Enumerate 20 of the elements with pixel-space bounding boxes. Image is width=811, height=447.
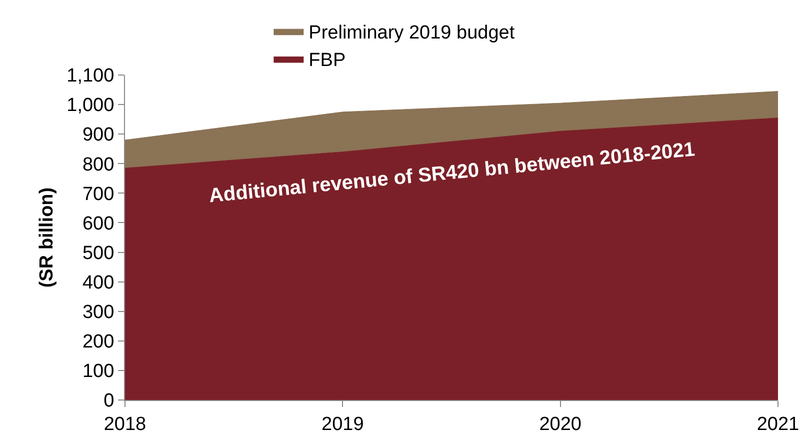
y-tick-label: 800 [82,154,114,176]
x-tick-label: 2020 [539,414,582,435]
legend-label: Preliminary 2019 budget [308,22,516,44]
y-tick-label: 500 [82,242,114,264]
y-tick-label: 0 [104,390,114,412]
x-tick-label: 2018 [104,414,146,435]
y-tick-label: 400 [82,272,114,294]
y-axis-title: (SR billion) [36,187,58,288]
y-tick-label: 1,100 [66,66,114,87]
x-tick-label: 2021 [756,414,800,435]
y-tick-label: 300 [82,302,114,324]
y-tick-label: 1,000 [66,95,114,116]
legend-label: FBP [308,50,346,72]
y-tick-label: 200 [82,332,114,353]
y-tick-label: 900 [82,124,114,146]
y-tick-label: 700 [82,184,114,205]
x-tick-label: 2019 [322,414,364,435]
y-tick-label: 100 [82,361,114,382]
annotation: Additional revenue of SR420 bn between 2018-2021 [208,138,696,208]
y-tick-label: 600 [82,213,114,234]
